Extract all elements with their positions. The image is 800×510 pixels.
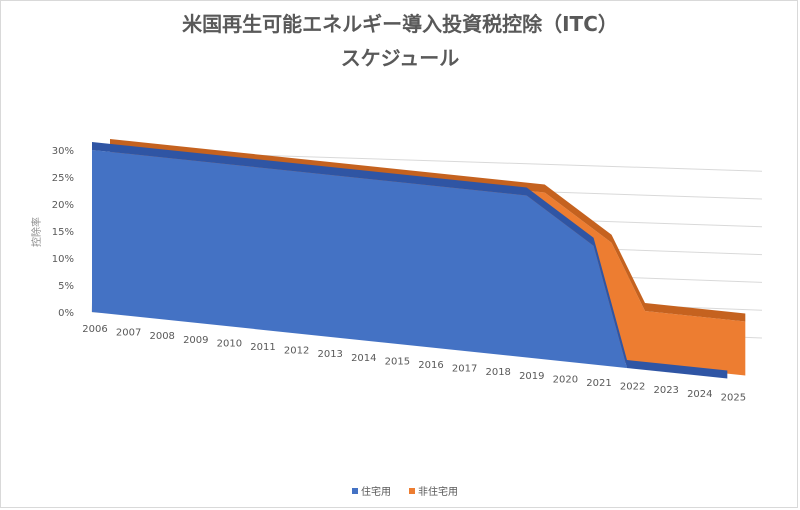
x-tick-label: 2009 xyxy=(183,335,208,346)
y-tick-label: 20% xyxy=(52,200,74,211)
x-tick-label: 2008 xyxy=(149,331,174,342)
legend-label: 住宅用 xyxy=(361,485,391,498)
x-tick-label: 2021 xyxy=(586,378,611,389)
x-tick-label: 2020 xyxy=(553,374,578,385)
y-axis-label: 控除率 xyxy=(30,217,43,247)
y-tick-label: 10% xyxy=(52,254,74,265)
x-tick-label: 2014 xyxy=(351,353,376,364)
series-areas xyxy=(92,139,746,379)
y-tick-label: 25% xyxy=(52,173,74,184)
x-tick-label: 2023 xyxy=(653,385,678,396)
x-tick-label: 2015 xyxy=(385,356,410,367)
x-tick-label: 2019 xyxy=(519,371,544,382)
chart-subtitle: スケジュール xyxy=(340,46,460,70)
y-tick-label: 15% xyxy=(52,227,74,238)
x-tick-label: 2013 xyxy=(317,349,342,360)
x-tick-label: 2012 xyxy=(284,346,309,357)
x-tick-label: 2010 xyxy=(217,338,242,349)
x-tick-label: 2006 xyxy=(82,324,107,335)
legend-swatch xyxy=(409,488,415,494)
legend: 住宅用 非住宅用 xyxy=(352,485,458,498)
y-tick-label: 30% xyxy=(52,146,74,157)
x-tick-label: 2022 xyxy=(620,382,645,393)
x-tick-label: 2016 xyxy=(418,360,443,371)
y-tick-label: 5% xyxy=(58,281,74,292)
series-area-住宅用 xyxy=(92,150,728,379)
x-tick-label: 2025 xyxy=(721,392,746,403)
y-axis-ticks: 0% 5% 10% 15% 20% 25% 30% xyxy=(52,146,74,319)
legend-swatch xyxy=(352,488,358,494)
x-tick-label: 2007 xyxy=(116,328,141,339)
legend-label: 非住宅用 xyxy=(418,485,458,498)
y-tick-label: 0% xyxy=(58,308,74,319)
x-tick-label: 2018 xyxy=(485,367,510,378)
x-axis-ticks: 2006 2007 2008 2009 2010 2011 2012 2013 2014 2015… xyxy=(82,324,746,403)
x-tick-label: 2024 xyxy=(687,389,712,400)
series-top-非住宅用 xyxy=(110,139,746,322)
x-tick-label: 2017 xyxy=(452,364,477,375)
chart-title: 米国再生可能エネルギー導入投資税控除（ITC） xyxy=(182,12,618,36)
x-tick-label: 2011 xyxy=(250,342,275,353)
